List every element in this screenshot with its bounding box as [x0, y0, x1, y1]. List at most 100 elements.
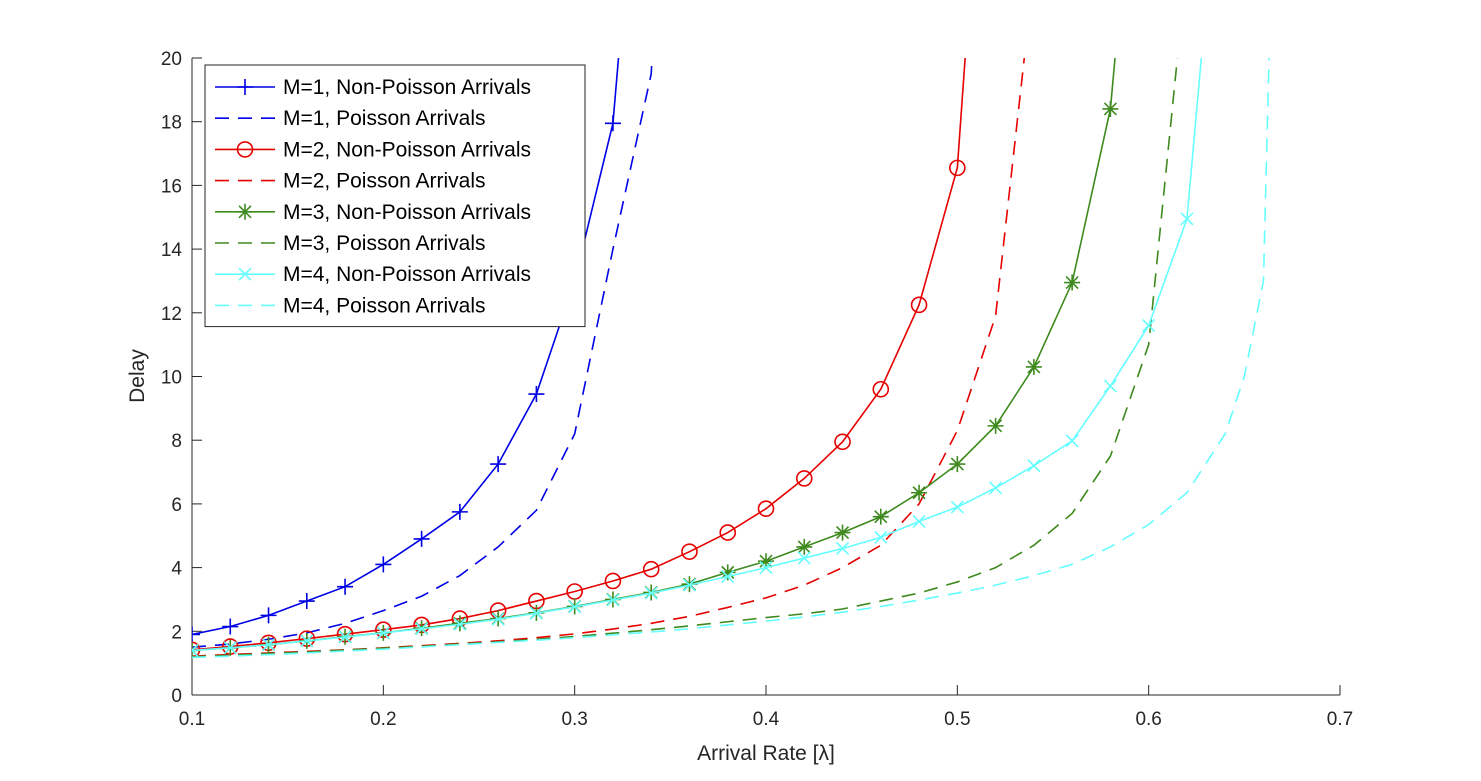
legend-label: M=2, Non-Poisson Arrivals — [283, 138, 531, 161]
y-tick-label: 18 — [161, 113, 182, 134]
data-point-marker — [1103, 379, 1117, 393]
data-point-marker — [989, 481, 1003, 495]
legend-entry: M=3, Non-Poisson Arrivals — [215, 201, 531, 224]
data-point-marker — [1027, 459, 1041, 473]
legend-label: M=2, Poisson Arrivals — [283, 170, 486, 193]
x-tick-label: 0.6 — [1135, 709, 1161, 730]
legend-box — [204, 64, 586, 328]
data-point-marker — [1064, 274, 1081, 291]
y-tick-label: 20 — [161, 49, 182, 70]
legend-entry: M=1, Non-Poisson Arrivals — [215, 76, 531, 99]
data-point-marker — [376, 626, 390, 640]
series-line — [192, 58, 1179, 658]
series-layer — [192, 58, 1270, 659]
data-point-marker — [719, 564, 736, 581]
series-2 — [192, 58, 653, 649]
legend-entry: M=4, Poisson Arrivals — [215, 294, 486, 317]
series-7 — [192, 58, 1203, 657]
data-point-marker — [758, 553, 774, 570]
y-axis-ticks: 0 2 4 6 8 10 12 14 16 18 20 — [161, 49, 202, 707]
legend-marker — [237, 203, 253, 220]
series-line — [192, 58, 966, 651]
data-point-marker — [949, 159, 966, 177]
x-tick-label: 0.1 — [179, 709, 205, 730]
legend-label: M=3, Poisson Arrivals — [283, 232, 486, 255]
data-point-marker — [872, 380, 890, 398]
x-axis-ticks: 0.1 0.2 0.3 0.4 0.5 0.6 0.7 — [179, 685, 1353, 730]
data-point-marker — [413, 530, 430, 547]
data-point-marker — [375, 556, 392, 573]
data-point-marker — [721, 569, 735, 584]
data-point-marker — [1180, 212, 1194, 226]
y-tick-label: 14 — [161, 240, 183, 261]
data-point-marker — [910, 296, 928, 314]
data-point-marker — [337, 578, 354, 595]
legend-label: M=3, Non-Poisson Arrivals — [283, 201, 531, 224]
y-tick-label: 0 — [171, 686, 182, 707]
legend-marker — [237, 79, 253, 95]
data-point-marker — [490, 456, 507, 473]
data-point-marker — [192, 643, 199, 657]
data-point-marker — [759, 561, 773, 575]
series-line — [192, 58, 653, 649]
data-point-marker — [872, 508, 889, 525]
data-point-marker — [1142, 318, 1156, 333]
data-point-marker — [644, 586, 658, 600]
data-point-marker — [222, 618, 239, 635]
x-tick-label: 0.4 — [753, 709, 780, 730]
data-point-marker — [1025, 358, 1042, 375]
data-point-marker — [911, 484, 928, 501]
data-point-marker — [223, 641, 237, 655]
legend-label: M=1, Poisson Arrivals — [283, 107, 486, 130]
legend-entry: M=2, Non-Poisson Arrivals — [215, 138, 531, 161]
legend-label: M=1, Non-Poisson Arrivals — [283, 76, 531, 99]
legend: M=1, Non-Poisson Arrivals M=1, Poisson Ar… — [204, 64, 586, 328]
data-point-marker — [300, 634, 314, 648]
data-point-marker — [606, 593, 620, 607]
legend-label: M=4, Non-Poisson Arrivals — [283, 263, 531, 286]
data-point-marker — [604, 115, 621, 132]
y-tick-label: 16 — [161, 176, 182, 197]
x-tick-label: 0.5 — [944, 709, 970, 730]
data-point-marker — [261, 638, 276, 652]
legend-label: M=4, Poisson Arrivals — [283, 294, 486, 317]
data-point-marker — [835, 541, 850, 556]
data-point-marker — [719, 524, 737, 541]
x-tick-label: 0.7 — [1327, 709, 1353, 730]
data-point-marker — [949, 456, 966, 473]
data-point-marker — [451, 503, 468, 520]
x-tick-label: 0.2 — [370, 709, 396, 730]
data-point-marker — [681, 543, 698, 560]
legend-marker — [238, 267, 252, 281]
y-axis-label: Delay — [126, 349, 149, 403]
data-point-marker — [757, 500, 775, 517]
y-tick-label: 6 — [171, 495, 182, 516]
data-point-marker — [1102, 100, 1119, 117]
series-8 — [192, 58, 1270, 659]
series-line — [192, 58, 1270, 659]
data-point-marker — [834, 524, 851, 541]
data-point-marker — [529, 606, 543, 620]
data-point-marker — [453, 617, 467, 631]
data-point-marker — [568, 600, 582, 614]
data-point-marker — [834, 433, 851, 451]
legend-entry: M=3, Poisson Arrivals — [215, 232, 486, 255]
y-tick-label: 8 — [171, 431, 182, 452]
data-point-marker — [491, 612, 505, 626]
data-point-marker — [682, 578, 697, 592]
data-point-marker — [528, 386, 545, 403]
data-point-marker — [912, 514, 926, 528]
data-point-marker — [260, 607, 277, 624]
y-tick-label: 4 — [171, 559, 182, 580]
x-tick-label: 0.3 — [561, 709, 587, 730]
data-point-marker — [642, 560, 660, 578]
data-point-marker — [338, 630, 352, 644]
y-tick-label: 10 — [161, 368, 182, 389]
data-point-marker — [795, 470, 813, 487]
legend-entry: M=4, Non-Poisson Arrivals — [215, 263, 531, 286]
y-tick-label: 12 — [161, 304, 182, 325]
legend-entry: M=2, Poisson Arrivals — [215, 170, 486, 193]
data-point-marker — [950, 500, 964, 514]
data-point-marker — [987, 417, 1004, 434]
